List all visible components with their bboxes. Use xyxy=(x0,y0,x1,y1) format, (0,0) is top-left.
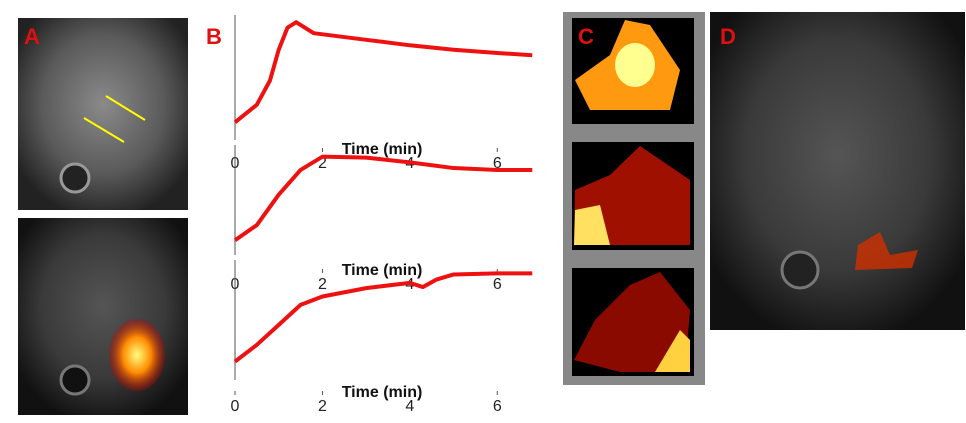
x-tick-label: 6 xyxy=(493,155,502,172)
x-tick-label: 4 xyxy=(405,398,414,415)
panel-label: A xyxy=(24,24,40,49)
x-tick-label: 0 xyxy=(231,398,240,415)
x-tick-label: 2 xyxy=(318,276,327,293)
heatmap-region xyxy=(574,205,610,245)
curve xyxy=(233,271,533,364)
curve xyxy=(233,20,533,124)
panel-label: C xyxy=(578,24,594,49)
arrow xyxy=(105,95,146,121)
x-tick-label: 6 xyxy=(493,398,502,415)
anatomy xyxy=(780,250,820,290)
heatmap-region xyxy=(655,330,690,372)
mri-overlay-image xyxy=(18,218,188,415)
panel-label: D xyxy=(720,24,736,49)
x-axis-label: Time (min) xyxy=(342,384,423,401)
mri-image xyxy=(710,12,965,330)
curve xyxy=(233,154,533,242)
x-axis-label: Time (min) xyxy=(342,262,423,279)
panel-label: B xyxy=(206,24,222,49)
heatmap-region xyxy=(615,43,655,87)
enhancement-overlay xyxy=(109,319,165,391)
x-tick-label: 6 xyxy=(493,276,502,293)
x-axis-label: Time (min) xyxy=(342,141,423,158)
arrow xyxy=(83,117,125,143)
x-tick-label: 2 xyxy=(318,155,327,172)
anatomy xyxy=(59,162,91,194)
mri-image xyxy=(18,18,188,210)
enhancement-overlay xyxy=(855,232,918,270)
anatomy xyxy=(59,364,91,396)
heatmap-region xyxy=(574,272,690,372)
x-tick-label: 2 xyxy=(318,398,327,415)
